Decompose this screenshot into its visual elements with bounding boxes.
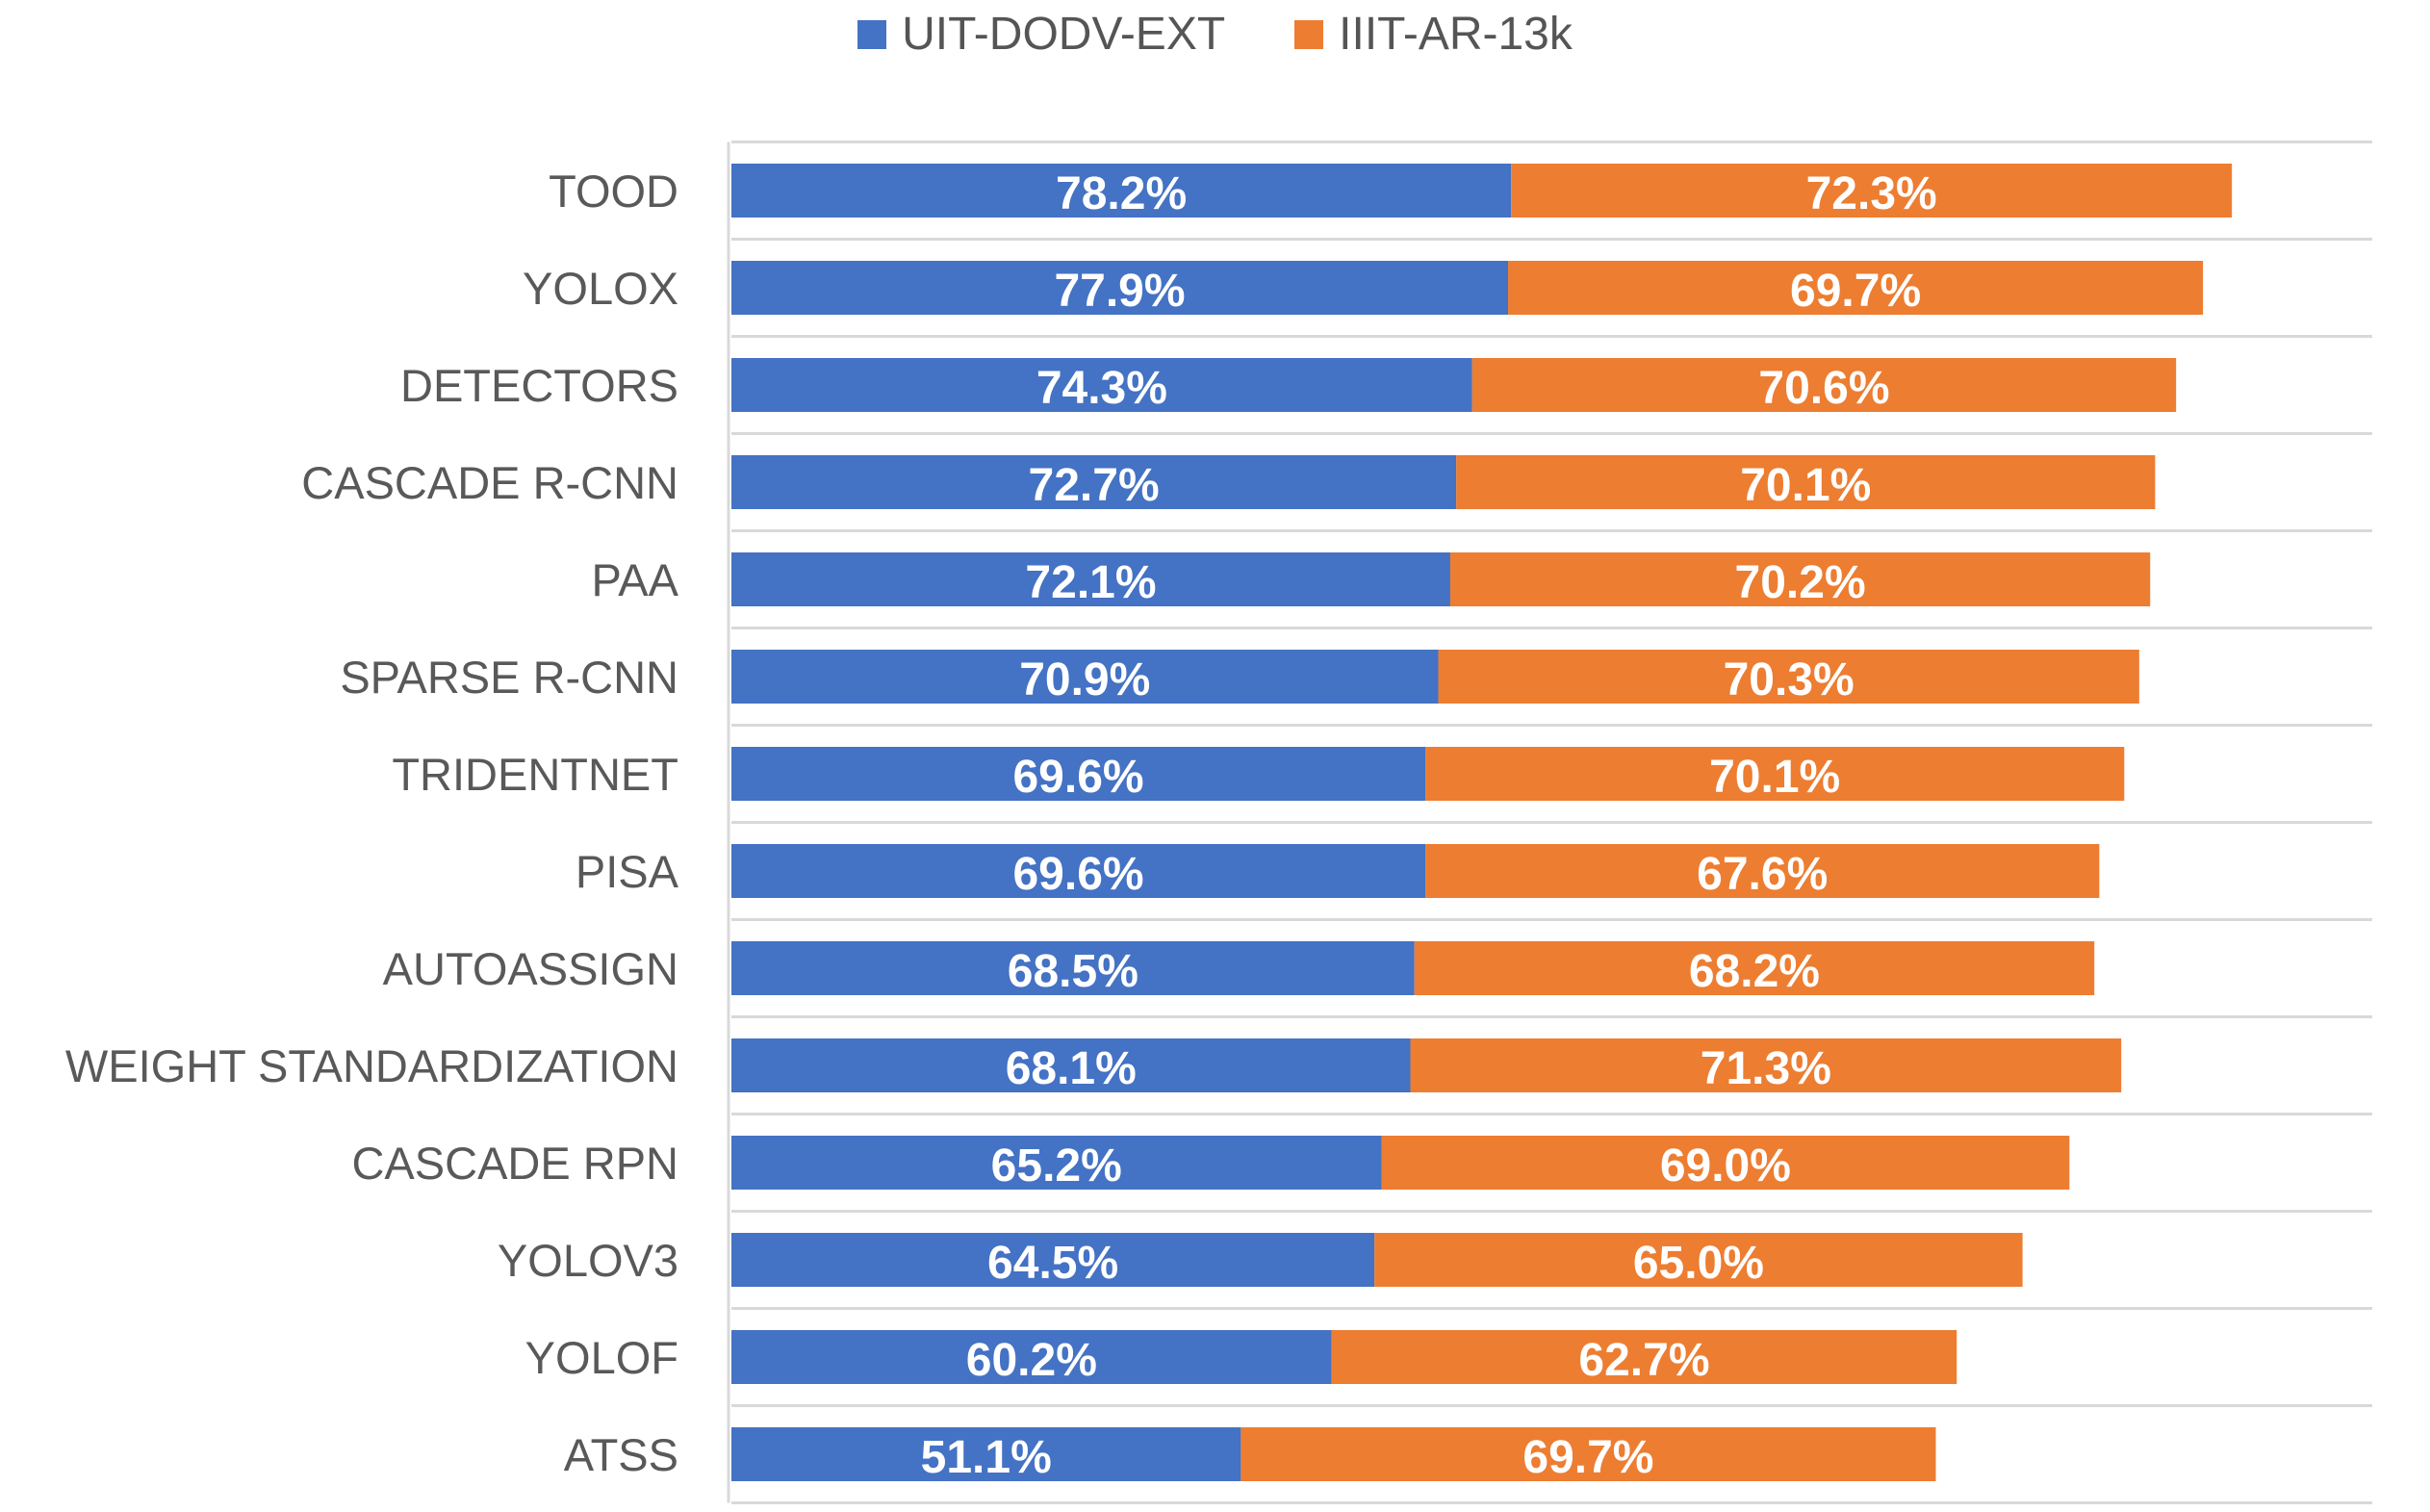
data-label-iiit-ar-13k-cascade-rpn: 69.0% [1660, 1140, 1791, 1192]
bar-iiit-ar-13k-atss [1241, 1427, 1936, 1481]
category-label-weight-standardization: WEIGHT STANDARDIZATION [65, 1040, 678, 1091]
bar-uit-dodv-ext-paa [731, 552, 1450, 606]
data-label-uit-dodv-ext-tood: 78.2% [1056, 168, 1187, 219]
category-label-atss: ATSS [564, 1429, 678, 1480]
category-label-cascade-rpn: CASCADE RPN [351, 1138, 678, 1189]
data-label-iiit-ar-13k-tood: 72.3% [1806, 168, 1937, 219]
data-label-iiit-ar-13k-sparse-r-cnn: 70.3% [1724, 654, 1854, 705]
category-label-tood: TOOD [549, 166, 678, 217]
legend-label-iiit-ar-13k: IIIT-AR-13k [1339, 9, 1573, 60]
data-label-uit-dodv-ext-weight-standardization: 68.1% [1006, 1043, 1137, 1094]
bar-uit-dodv-ext-detectors [731, 358, 1472, 412]
bar-iiit-ar-13k-cascade-rpn [1381, 1136, 2070, 1190]
bar-uit-dodv-ext-yolof [731, 1330, 1332, 1384]
data-label-uit-dodv-ext-cascade-rpn: 65.2% [991, 1140, 1122, 1192]
data-label-uit-dodv-ext-sparse-r-cnn: 70.9% [1019, 654, 1150, 705]
data-label-uit-dodv-ext-autoassign: 68.5% [1008, 946, 1138, 997]
bar-uit-dodv-ext-atss [731, 1427, 1241, 1481]
category-label-yolov3: YOLOV3 [498, 1235, 678, 1286]
data-label-iiit-ar-13k-cascade-r-cnn: 70.1% [1740, 460, 1871, 511]
bar-iiit-ar-13k-pisa [1425, 844, 2100, 898]
data-label-uit-dodv-ext-paa: 72.1% [1025, 557, 1156, 608]
data-label-uit-dodv-ext-detectors: 74.3% [1036, 363, 1167, 414]
bar-iiit-ar-13k-yolof [1331, 1330, 1957, 1384]
data-label-iiit-ar-13k-weight-standardization: 71.3% [1701, 1043, 1831, 1094]
bar-uit-dodv-ext-yolov3 [731, 1233, 1375, 1287]
data-label-iiit-ar-13k-autoassign: 68.2% [1689, 946, 1820, 997]
category-label-detectors: DETECTORS [400, 360, 678, 411]
legend-item-uit-dodv-ext: UIT-DODV-EXT [857, 8, 1225, 61]
data-label-iiit-ar-13k-tridentnet: 70.1% [1709, 752, 1840, 803]
category-label-yolox: YOLOX [523, 263, 678, 314]
bar-iiit-ar-13k-detectors [1471, 358, 2177, 412]
data-label-iiit-ar-13k-pisa: 67.6% [1697, 849, 1828, 900]
bar-iiit-ar-13k-cascade-r-cnn [1456, 455, 2156, 509]
category-label-autoassign: AUTOASSIGN [383, 943, 678, 994]
data-label-uit-dodv-ext-yolox: 77.9% [1054, 266, 1185, 317]
data-label-uit-dodv-ext-tridentnet: 69.6% [1012, 752, 1143, 803]
bar-uit-dodv-ext-autoassign [731, 941, 1415, 995]
bar-uit-dodv-ext-cascade-r-cnn [731, 455, 1457, 509]
data-label-iiit-ar-13k-atss: 69.7% [1522, 1432, 1653, 1483]
category-label-sparse-r-cnn: SPARSE R-CNN [340, 652, 678, 703]
bar-iiit-ar-13k-autoassign [1414, 941, 2095, 995]
data-label-uit-dodv-ext-cascade-r-cnn: 72.7% [1029, 460, 1160, 511]
legend-label-uit-dodv-ext: UIT-DODV-EXT [902, 9, 1226, 60]
bar-iiit-ar-13k-yolov3 [1374, 1233, 2023, 1287]
bar-uit-dodv-ext-yolox [731, 261, 1509, 315]
bar-iiit-ar-13k-sparse-r-cnn [1438, 650, 2139, 704]
data-label-uit-dodv-ext-atss: 51.1% [921, 1432, 1052, 1483]
category-label-pisa: PISA [576, 846, 679, 897]
data-label-uit-dodv-ext-yolov3: 64.5% [987, 1238, 1118, 1289]
category-label-paa: PAA [591, 554, 678, 605]
data-label-uit-dodv-ext-pisa: 69.6% [1012, 849, 1143, 900]
legend-item-iiit-ar-13k: IIIT-AR-13k [1294, 8, 1573, 61]
data-label-uit-dodv-ext-yolof: 60.2% [966, 1335, 1097, 1386]
data-label-iiit-ar-13k-yolof: 62.7% [1578, 1335, 1709, 1386]
bar-iiit-ar-13k-tridentnet [1425, 747, 2125, 801]
data-label-iiit-ar-13k-paa: 70.2% [1735, 557, 1866, 608]
bar-iiit-ar-13k-tood [1511, 164, 2233, 218]
category-label-tridentnet: TRIDENTNET [392, 749, 678, 800]
bar-uit-dodv-ext-pisa [731, 844, 1426, 898]
bar-uit-dodv-ext-cascade-rpn [731, 1136, 1382, 1190]
bar-uit-dodv-ext-tood [731, 164, 1512, 218]
category-label-yolof: YOLOF [525, 1332, 678, 1383]
category-label-cascade-r-cnn: CASCADE R-CNN [301, 457, 678, 508]
bar-iiit-ar-13k-weight-standardization [1410, 1038, 2122, 1092]
data-label-iiit-ar-13k-yolov3: 65.0% [1633, 1238, 1764, 1289]
bar-iiit-ar-13k-yolox [1508, 261, 2204, 315]
legend-swatch-iiit-ar-13k [1294, 19, 1324, 49]
bar-uit-dodv-ext-sparse-r-cnn [731, 650, 1439, 704]
bar-uit-dodv-ext-weight-standardization [731, 1038, 1411, 1092]
legend: UIT-DODV-EXT IIIT-AR-13k [0, 8, 2430, 61]
data-label-iiit-ar-13k-detectors: 70.6% [1758, 363, 1889, 414]
bar-uit-dodv-ext-tridentnet [731, 747, 1426, 801]
bar-iiit-ar-13k-paa [1449, 552, 2151, 606]
data-label-iiit-ar-13k-yolox: 69.7% [1790, 266, 1921, 317]
legend-swatch-uit-dodv-ext [857, 19, 887, 49]
